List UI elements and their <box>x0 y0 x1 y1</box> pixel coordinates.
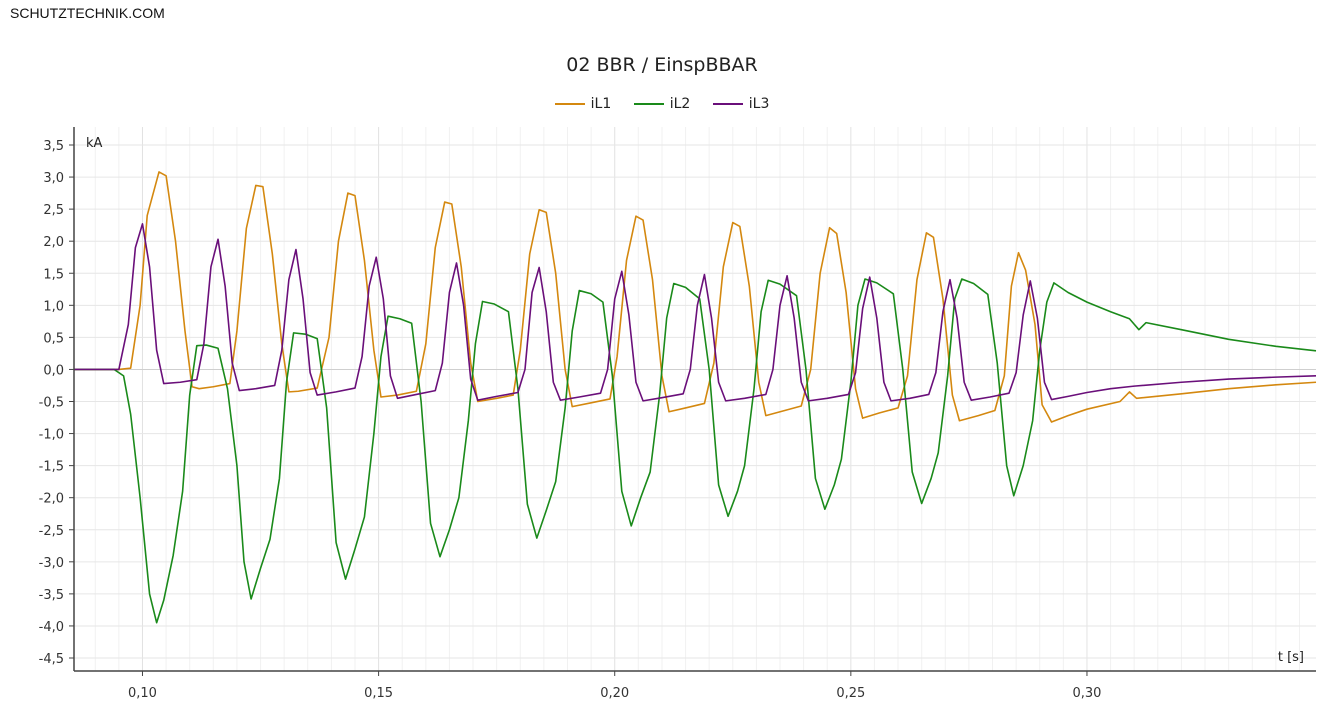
y-tick-label: -1,5 <box>39 460 64 475</box>
y-tick-label: 0,0 <box>43 363 64 378</box>
y-tick-label: 3,5 <box>43 139 64 154</box>
x-tick-label: 0,25 <box>836 686 865 701</box>
grid <box>74 127 1316 671</box>
legend-swatch-il2 <box>633 103 664 105</box>
y-tick-label: -0,5 <box>39 396 64 411</box>
legend-label-il3: iL3 <box>748 96 770 112</box>
y-tick-label: -2,5 <box>39 524 64 539</box>
y-axis-unit: kA <box>86 136 103 151</box>
legend-item-il3[interactable]: iL3 <box>712 96 770 112</box>
legend-swatch-il3 <box>712 103 743 105</box>
legend-swatch-il1 <box>554 103 585 105</box>
y-tick-label: 0,5 <box>43 331 64 346</box>
y-tick-label: 1,5 <box>43 267 64 282</box>
y-tick-label: -4,0 <box>39 620 64 635</box>
y-tick-label: -2,0 <box>39 492 64 507</box>
series-line-il3 <box>74 223 1317 402</box>
y-tick-label: -3,0 <box>39 556 64 571</box>
x-tick-label: 0,10 <box>128 686 157 701</box>
y-tick-label: -3,5 <box>39 588 64 603</box>
legend-label-il2: iL2 <box>669 96 691 112</box>
legend-label-il1: iL1 <box>590 96 612 112</box>
y-tick-label: 1,0 <box>43 299 64 314</box>
series-layer <box>74 171 1317 624</box>
chart-title: 02 BBR / EinspBBAR <box>566 54 758 76</box>
x-axis-label: t [s] <box>1278 650 1304 665</box>
axes <box>73 127 1316 672</box>
x-tick-label: 0,30 <box>1072 686 1101 701</box>
y-tick-label: 2,5 <box>43 203 64 218</box>
series-line-il1 <box>74 171 1317 423</box>
x-tick-label: 0,15 <box>364 686 393 701</box>
y-tick-label: 3,0 <box>43 171 64 186</box>
y-tick-label: -1,0 <box>39 428 64 443</box>
legend-item-il2[interactable]: iL2 <box>633 96 691 112</box>
y-tick-label: -4,5 <box>39 652 64 667</box>
brand-label: SCHUTZTECHNIK.COM <box>10 5 165 21</box>
legend-item-il1[interactable]: iL1 <box>554 96 612 112</box>
series-line-il2 <box>74 278 1317 624</box>
x-tick-label: 0,20 <box>600 686 629 701</box>
legend: iL1 iL2 iL3 <box>0 93 1324 112</box>
ticks: 0,10 0,15 0,20 0,25 0,30 3,5 3,0 2,5 2,0 1,5 1,0 0,… <box>39 139 1102 701</box>
y-tick-label: 2,0 <box>43 235 64 250</box>
